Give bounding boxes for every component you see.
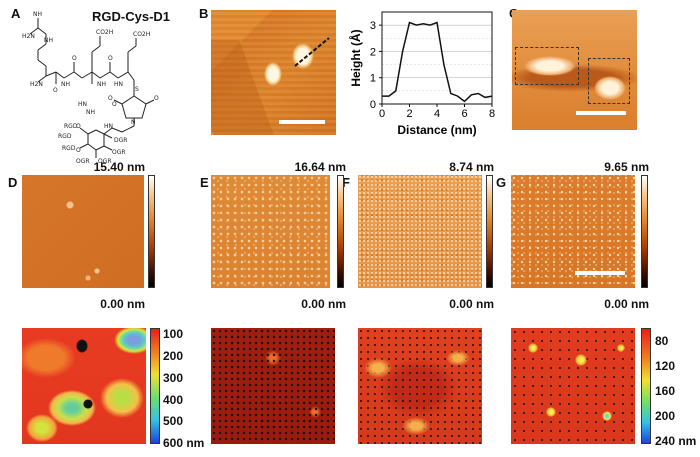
x-axis-label: Distance (nm) xyxy=(397,123,476,137)
contour-map-d xyxy=(22,328,146,444)
contour-left-tick: 500 xyxy=(163,414,184,428)
contour-right-tick: 120 xyxy=(655,359,676,373)
atom-label: O xyxy=(76,147,81,154)
min-height-f: 0.00 nm xyxy=(449,297,494,311)
contour-map-f xyxy=(358,328,482,444)
contour-left-tick: 100 xyxy=(163,327,184,341)
y-axis-label: Height (Å) xyxy=(348,29,363,86)
atom-label: H2N xyxy=(22,33,35,40)
y-tick-label: 2 xyxy=(370,46,376,58)
afm-image-d xyxy=(22,175,144,288)
atom-label: HN xyxy=(114,81,123,88)
afm-image-c xyxy=(512,10,637,130)
contour-right-tick: 240 nm xyxy=(655,434,697,448)
min-height-d: 0.00 nm xyxy=(100,297,145,311)
atom-label: NH xyxy=(33,11,42,18)
colorbar-g xyxy=(641,175,648,288)
max-height-g: 9.65 nm xyxy=(604,160,649,174)
contour-left-tick: 400 xyxy=(163,393,184,407)
contour-right-tick: 200 xyxy=(655,409,676,423)
chart-grid xyxy=(382,24,492,105)
y-tick-label: 1 xyxy=(370,73,376,85)
chemical-structure-drawing: NH H2N NH H2N O NH NH CO2H HN CO2H O S O… xyxy=(22,11,159,165)
x-tick-label: 8 xyxy=(489,108,495,120)
y-tick-label: 0 xyxy=(370,99,376,111)
atom-label: S xyxy=(135,86,139,93)
contour-map-g xyxy=(511,328,635,444)
contour-right-tick: 80 xyxy=(655,334,669,348)
x-tick-label: 2 xyxy=(406,108,412,120)
max-height-f: 8.74 nm xyxy=(449,160,494,174)
x-tick-label: 0 xyxy=(379,108,385,120)
atom-label: H2N xyxy=(30,81,43,88)
scale-bar xyxy=(575,271,625,275)
profile-line xyxy=(294,37,330,67)
atom-label: O xyxy=(112,101,117,108)
selection-box-2 xyxy=(588,58,630,104)
atom-label: HN xyxy=(104,123,113,130)
atom-label: RGD xyxy=(62,145,76,152)
atom-label: CO2H xyxy=(96,29,113,36)
atom-label: NH xyxy=(86,109,95,116)
atom-label: NH xyxy=(44,37,53,44)
atom-label: HN xyxy=(78,101,87,108)
atom-label: O xyxy=(76,123,81,130)
atom-label: O xyxy=(108,55,113,62)
atom-label: NH xyxy=(61,81,70,88)
panel-label-b: B xyxy=(199,6,209,21)
atom-label: O xyxy=(53,87,58,94)
contour-map-e xyxy=(211,328,335,444)
x-tick-label: 6 xyxy=(461,108,467,120)
scale-bar xyxy=(576,111,626,115)
atom-label: O xyxy=(154,95,159,102)
panel-label-a: A xyxy=(11,6,21,21)
panel-label-e: E xyxy=(200,175,209,190)
afm-image-b xyxy=(211,10,336,135)
atom-label: CO2H xyxy=(133,31,150,38)
atom-label: OGR xyxy=(98,158,112,165)
max-height-d: 15.40 nm xyxy=(93,160,145,174)
contour-right-tick: 160 xyxy=(655,384,676,398)
contour-left-tick: 200 xyxy=(163,349,184,363)
atom-label: DGR xyxy=(114,137,127,144)
atom-label: RGD xyxy=(64,123,78,130)
atom-label: O xyxy=(72,55,77,62)
atom-label: OGR xyxy=(76,158,90,165)
min-height-g: 0.00 nm xyxy=(604,297,649,311)
contour-left-tick: 600 nm xyxy=(163,436,205,450)
colorbar-f xyxy=(486,175,493,288)
atom-label: O xyxy=(108,95,113,102)
contour-colorbar-right xyxy=(641,328,651,444)
height-profile-series xyxy=(382,21,493,103)
afm-image-e xyxy=(211,175,330,288)
colorbar-e xyxy=(337,175,344,288)
contour-left-tick: 300 xyxy=(163,371,184,385)
colorbar-d xyxy=(148,175,155,288)
scale-bar xyxy=(279,120,325,124)
selection-box-1 xyxy=(515,47,579,85)
x-tick-label: 4 xyxy=(434,108,440,120)
afm-image-f xyxy=(358,175,482,288)
panel-label-d: D xyxy=(8,175,18,190)
atom-label: NH xyxy=(97,81,106,88)
atom-label: N xyxy=(131,119,136,126)
atom-label: OGR xyxy=(112,149,126,156)
contour-colorbar-left xyxy=(150,328,160,444)
afm-image-g xyxy=(511,175,635,288)
panel-label-f: F xyxy=(342,175,350,190)
max-height-e: 16.64 nm xyxy=(294,160,346,174)
min-height-e: 0.00 nm xyxy=(301,297,346,311)
panel-label-g: G xyxy=(496,175,507,190)
atom-label: RGD xyxy=(58,133,72,140)
panel-a-title: RGD-Cys-D1 xyxy=(92,9,171,24)
y-tick-label: 3 xyxy=(370,20,376,32)
height-profile-chart: 0 2 4 6 8 0 1 2 3 Distance (nm) Height (Å) xyxy=(348,11,495,137)
